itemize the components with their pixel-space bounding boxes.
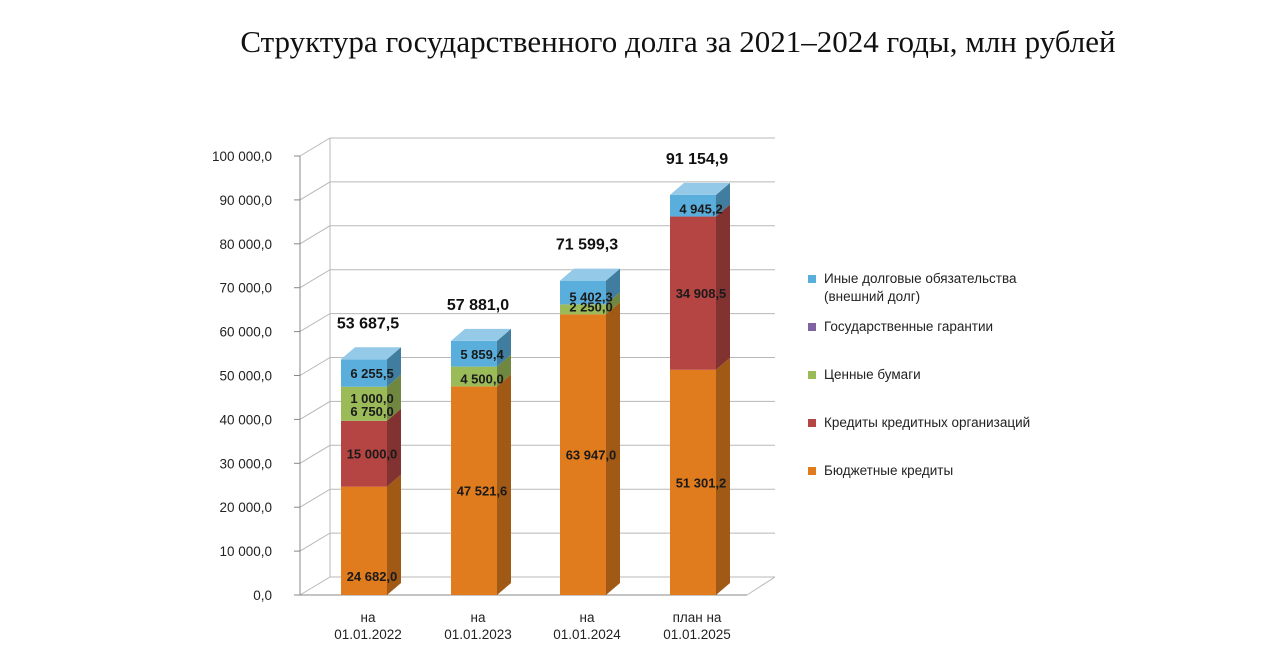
y-tick-label: 20 000,0 [219, 500, 272, 515]
bar-segment-side [387, 347, 401, 387]
bar-segment-side [387, 408, 401, 487]
bar-segment-side [716, 357, 730, 595]
y-tick-label: 80 000,0 [219, 237, 272, 252]
y-tick-label: 0,0 [253, 588, 272, 603]
bar-segment [560, 314, 606, 595]
bar-top [451, 328, 511, 341]
bar-segment [560, 280, 606, 305]
data-label: 1 000,0 [350, 391, 393, 406]
y-tick-label: 40 000,0 [219, 412, 272, 427]
legend-swatch [808, 467, 816, 475]
bar-segment [341, 486, 387, 595]
data-label: 6 750,0 [350, 404, 393, 419]
bar-top [670, 182, 730, 195]
x-tick-label: план на [673, 610, 722, 625]
legend-item: Кредиты кредитных организаций [808, 414, 1128, 432]
bar-segment-side [497, 374, 511, 595]
legend-item: Бюджетные кредиты [808, 462, 1128, 480]
data-label: 51 301,2 [676, 475, 727, 490]
data-label: 4 500,0 [460, 371, 503, 386]
x-tick-label: 01.01.2023 [444, 627, 512, 642]
bar-segment [560, 304, 606, 315]
data-label: 63 947,0 [566, 448, 617, 463]
legend-label: (внешний долг) [824, 289, 921, 304]
data-label: 5 859,4 [460, 347, 504, 362]
x-tick-label: 01.01.2025 [663, 627, 731, 642]
bar-segment-side [606, 302, 620, 595]
data-label: 34 908,5 [676, 286, 727, 301]
data-label: 47 521,6 [457, 484, 508, 499]
total-label: 53 687,5 [337, 315, 399, 332]
x-tick-label: 01.01.2024 [553, 627, 621, 642]
bar-segment [451, 366, 497, 387]
x-tick-label: на [580, 610, 595, 625]
total-label: 71 599,3 [556, 237, 618, 254]
legend-item: Иные долговые обязательства (внешний долг… [808, 270, 1128, 306]
total-label: 91 154,9 [666, 151, 728, 168]
legend-label: Иные долговые обязательства [824, 271, 1017, 286]
bar-segment-side [497, 328, 511, 367]
y-tick-label: 90 000,0 [219, 193, 272, 208]
bar-segment [670, 369, 716, 595]
data-label: 24 682,0 [347, 569, 398, 584]
legend-swatch [808, 323, 816, 331]
y-tick-label: 50 000,0 [219, 369, 272, 384]
bar-segment [341, 386, 387, 421]
x-tick-label: на [361, 610, 376, 625]
data-label: 15 000,0 [347, 447, 398, 462]
legend-item: Государственные гарантии [808, 318, 1128, 336]
floor-edge [746, 576, 776, 596]
bar-segment [670, 194, 716, 217]
bar-segment-side [716, 204, 730, 370]
bar-segment-side [606, 292, 620, 315]
legend-label: Кредиты кредитных организаций [824, 415, 1031, 430]
legend: Иные долговые обязательства (внешний долг… [808, 270, 1128, 480]
bar-segment [341, 359, 387, 387]
legend-label: Бюджетные кредиты [824, 463, 954, 478]
bar-segment-side [716, 182, 730, 217]
y-tick-label: 60 000,0 [219, 325, 272, 340]
bar-top [341, 347, 401, 360]
data-label: 5 402,3 [569, 289, 612, 304]
legend-swatch [808, 275, 816, 283]
legend-swatch [808, 371, 816, 379]
bar-segment-side [387, 474, 401, 595]
bar-segment-side [497, 354, 511, 387]
chart-title: Структура государственного долга за 2021… [240, 24, 1116, 59]
legend-item: Ценные бумаги [808, 366, 1128, 384]
data-label: 6 255,5 [350, 366, 393, 381]
y-tick-label: 30 000,0 [219, 456, 272, 471]
total-label: 57 881,0 [447, 297, 509, 314]
y-tick-label: 10 000,0 [219, 544, 272, 559]
legend-label: Ценные бумаги [824, 367, 921, 382]
bar-segment-side [606, 268, 620, 305]
x-tick-label: 01.01.2022 [334, 627, 402, 642]
bar-segment [451, 386, 497, 595]
bar-top [560, 268, 620, 281]
x-tick-label: на [471, 610, 486, 625]
legend-label: Государственные гарантии [824, 319, 994, 334]
bar-segment-side [387, 374, 401, 421]
legend-swatch [808, 419, 816, 427]
data-label: 2 250,0 [569, 299, 612, 314]
bar-segment [451, 340, 497, 367]
bar-segment [670, 216, 716, 370]
data-label: 4 945,2 [679, 202, 722, 217]
y-tick-label: 100 000,0 [212, 149, 272, 164]
bar-segment [341, 420, 387, 487]
y-tick-label: 70 000,0 [219, 281, 272, 296]
